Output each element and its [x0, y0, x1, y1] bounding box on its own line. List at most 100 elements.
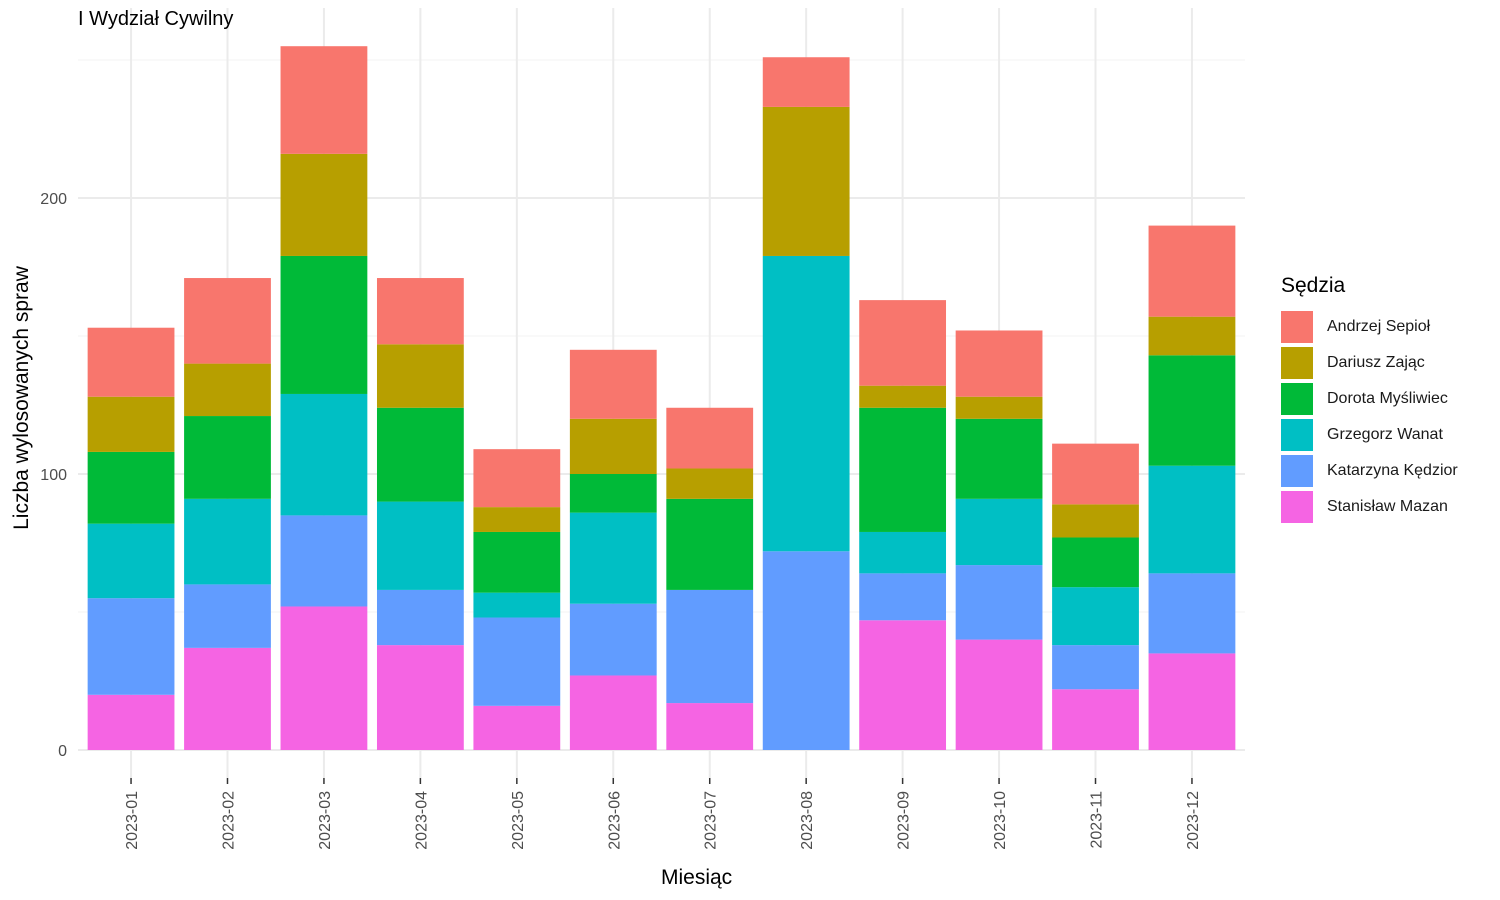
bar-segment [1052, 587, 1139, 646]
bar-segment [184, 584, 271, 648]
bar-segment [1052, 689, 1139, 750]
x-tick-label: 2023-09 [896, 791, 913, 850]
x-tick-label: 2023-02 [220, 791, 237, 850]
bar-segment [955, 639, 1043, 750]
bar-segment [859, 407, 947, 532]
bar-segment [1052, 537, 1139, 588]
legend-label: Andrzej Sepioł [1327, 318, 1431, 335]
bar-segment [569, 675, 657, 750]
bar-segment [184, 647, 271, 750]
x-tick-label: 2023-05 [510, 791, 527, 850]
bar-segment [280, 606, 368, 750]
bar-segment [762, 106, 850, 256]
bar-segment [1052, 443, 1139, 505]
x-tick-label: 2023-12 [1185, 791, 1202, 850]
bar-segment [1148, 316, 1236, 356]
bar-segment [473, 617, 561, 706]
bar-segment [1052, 504, 1139, 538]
bar-segment [87, 396, 175, 452]
bar-segment [666, 589, 754, 704]
bar-segment [666, 407, 754, 469]
x-tick-label: 2023-08 [799, 791, 816, 850]
bar-segment [955, 565, 1043, 640]
legend-label: Dorota Myśliwiec [1327, 390, 1448, 407]
bar-segment [87, 598, 175, 695]
bar-segment [473, 531, 561, 593]
legend-items: Andrzej Sepioł Dariusz Zając Dorota Myśliw… [1281, 309, 1458, 525]
y-tick-label: 0 [58, 743, 67, 760]
x-tick-label: 2023-03 [317, 791, 334, 850]
bar-segment [87, 694, 175, 750]
bar-segment [376, 501, 464, 590]
bar-segment [376, 344, 464, 408]
legend-title: Sędzia [1281, 274, 1346, 297]
x-axis-ticks: 2023-01 2023-02 2023-03 2023-04 2023-05 2023-… [124, 778, 1202, 850]
bar-segment [666, 703, 754, 750]
bar-segment [184, 498, 271, 585]
legend-item: Dorota Myśliwiec [1281, 381, 1458, 417]
minor-gridlines [78, 59, 1245, 613]
legend-swatch [1281, 347, 1313, 379]
bar-segment [473, 592, 561, 618]
y-axis-label: Liczba wylosowanych spraw [10, 266, 33, 530]
chart-title: I Wydział Cywilny [78, 8, 234, 30]
legend-label: Dariusz Zając [1327, 354, 1425, 371]
bar-segment [184, 363, 271, 417]
legend-swatch [1281, 383, 1313, 415]
bar-segment [473, 507, 561, 532]
bar-segment [666, 498, 754, 590]
bar-segment [859, 620, 947, 750]
bar-segment [280, 393, 368, 516]
bar-segment [762, 255, 850, 552]
legend-label: Katarzyna Kędzior [1327, 462, 1458, 479]
legend-item: Andrzej Sepioł [1281, 309, 1458, 345]
bar-segment [184, 278, 271, 364]
bar-segment [569, 418, 657, 474]
y-axis-ticks: 0 100 200 [40, 191, 67, 760]
legend-swatch [1281, 419, 1313, 451]
legend-swatch [1281, 491, 1313, 523]
bar-segment [1148, 465, 1236, 574]
x-tick-label: 2023-10 [992, 791, 1009, 850]
legend-item: Dariusz Zając [1281, 345, 1458, 381]
legend-swatch [1281, 455, 1313, 487]
bar-segment [280, 255, 368, 394]
bar-segment [955, 498, 1043, 566]
bar-segment [955, 396, 1043, 419]
legend: Sędzia Andrzej Sepioł Dariusz Zając Dorota… [1281, 274, 1458, 525]
legend-item: Katarzyna Kędzior [1281, 453, 1458, 489]
bar-segment [569, 603, 657, 676]
x-axis-label: Miesiąc [661, 866, 733, 889]
bar-segment [376, 645, 464, 750]
bar-segment [87, 327, 175, 397]
bar-segment [859, 300, 947, 386]
bar-segment [473, 705, 561, 750]
legend-item: Grzegorz Wanat [1281, 417, 1458, 453]
bar-segment [280, 46, 368, 154]
x-tick-label: 2023-11 [1089, 791, 1106, 849]
y-tick-label: 100 [40, 467, 67, 484]
bar-segment [376, 278, 464, 345]
bar-segment [280, 515, 368, 607]
legend-item: Stanisław Mazan [1281, 489, 1458, 525]
bar-segment [184, 416, 271, 499]
bar-segment [1148, 573, 1236, 654]
bar-segment [1052, 645, 1139, 690]
x-tick-label: 2023-01 [124, 791, 141, 850]
bar-segment [376, 589, 464, 646]
bar-segment [569, 512, 657, 604]
bar-segment [1148, 225, 1236, 317]
bar-segment [569, 474, 657, 513]
x-tick-label: 2023-07 [703, 791, 720, 850]
bar-segment [87, 451, 175, 524]
legend-label: Grzegorz Wanat [1327, 426, 1443, 443]
bar-segment [280, 153, 368, 256]
bar-segment [859, 385, 947, 408]
y-tick-label: 200 [40, 191, 67, 208]
bar-segment [666, 468, 754, 499]
bars [87, 46, 1236, 750]
bar-segment [955, 418, 1043, 499]
bar-segment [762, 551, 850, 750]
bar-segment [859, 573, 947, 621]
